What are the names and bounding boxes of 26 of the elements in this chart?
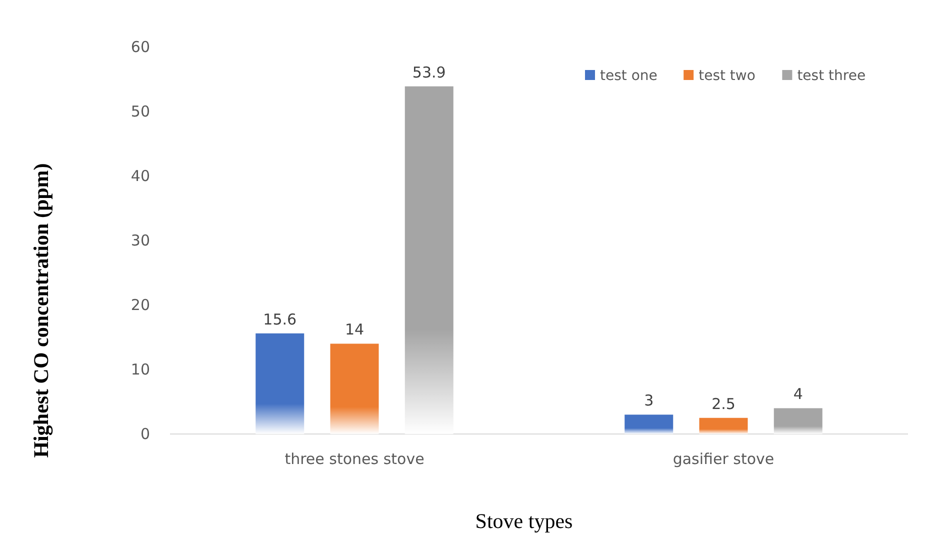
data-label: 14 — [344, 320, 364, 339]
bar — [699, 418, 748, 434]
legend-label: test two — [698, 68, 756, 84]
y-tick-label: 60 — [130, 38, 150, 56]
bar — [330, 344, 379, 434]
data-label: 4 — [793, 385, 803, 404]
y-tick-label: 30 — [130, 232, 150, 250]
y-tick-label: 10 — [130, 360, 150, 378]
bar — [774, 408, 822, 434]
data-label: 15.6 — [263, 310, 297, 328]
x-axis-title: Stove types — [475, 509, 573, 533]
y-axis-title: Highest CO concentration (ppm) — [29, 163, 53, 458]
y-tick-label: 20 — [130, 296, 150, 314]
data-label: 3 — [644, 392, 654, 410]
y-tick-label: 50 — [130, 102, 150, 120]
x-tick-label: three stones stove — [284, 450, 424, 468]
data-label: 2.5 — [712, 394, 736, 413]
bar — [624, 414, 674, 434]
x-tick-label: gasifier stove — [672, 450, 774, 468]
y-tick-label: 0 — [140, 425, 150, 443]
data-label: 53.9 — [412, 63, 446, 82]
bar — [256, 333, 304, 434]
legend-label: test one — [600, 68, 658, 84]
bar — [404, 86, 454, 434]
y-tick-label: 40 — [130, 167, 150, 185]
legend-label: test three — [797, 68, 866, 84]
